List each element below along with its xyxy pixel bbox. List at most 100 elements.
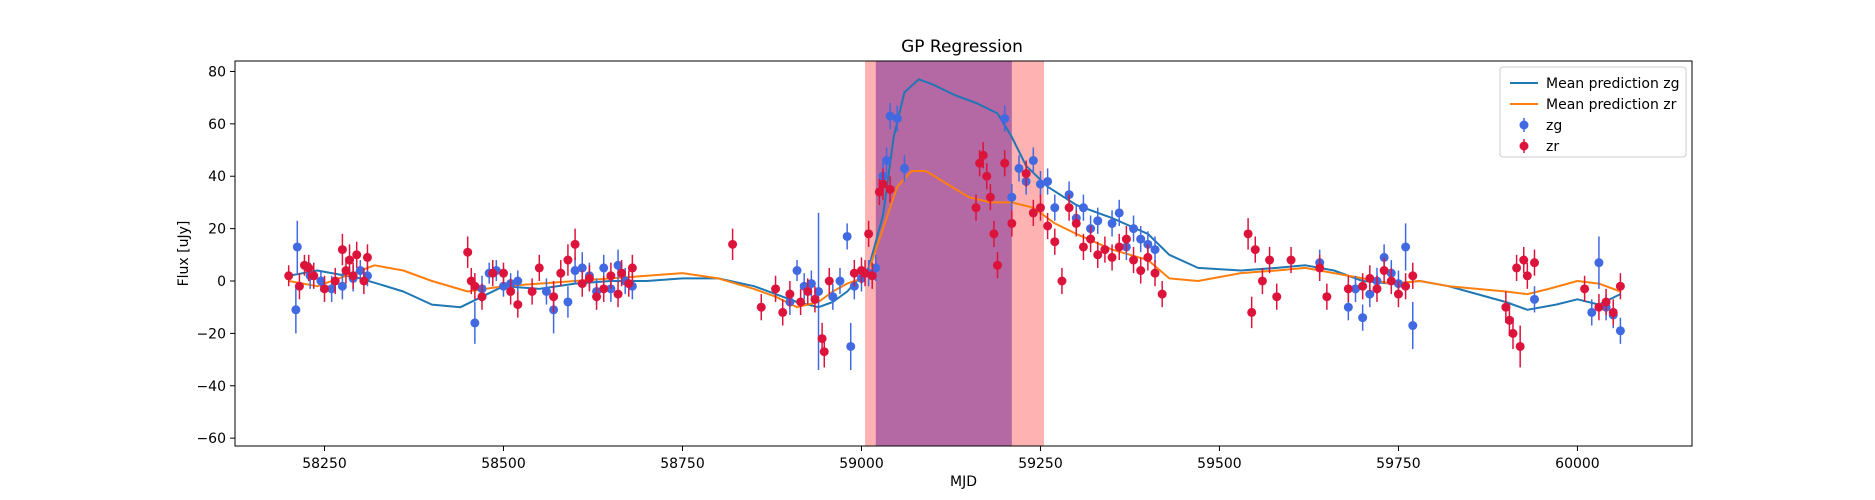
- data-point: [978, 150, 988, 160]
- data-point: [1243, 229, 1253, 239]
- data-point: [627, 263, 637, 273]
- data-point: [1107, 218, 1117, 228]
- data-point: [488, 268, 498, 278]
- data-point: [570, 239, 580, 249]
- data-point: [1594, 302, 1604, 312]
- legend-label: Mean prediction zr: [1546, 97, 1677, 113]
- data-point: [330, 276, 340, 286]
- data-point: [1007, 218, 1017, 228]
- data-point: [584, 273, 594, 283]
- data-point: [337, 281, 347, 291]
- data-point: [341, 266, 351, 276]
- data-point: [1021, 169, 1031, 179]
- x-tick-label: 60000: [1555, 456, 1600, 472]
- data-point: [803, 286, 813, 296]
- series-points: [284, 102, 1625, 371]
- data-point: [1028, 156, 1038, 166]
- data-point: [327, 284, 337, 294]
- data-point: [1000, 114, 1010, 124]
- x-tick-label: 58250: [302, 456, 347, 472]
- y-tick-label: −60: [196, 431, 226, 447]
- x-tick-label: 59500: [1197, 456, 1242, 472]
- data-point: [513, 300, 523, 310]
- data-point: [563, 255, 573, 265]
- data-point: [1350, 284, 1360, 294]
- legend-box: [1499, 66, 1687, 158]
- data-point: [498, 268, 508, 278]
- data-point: [592, 292, 602, 302]
- data-point: [1386, 276, 1396, 286]
- data-point: [1150, 268, 1160, 278]
- legend-label: zr: [1546, 139, 1559, 155]
- data-point: [613, 260, 623, 270]
- data-point: [1035, 179, 1045, 189]
- data-point: [355, 266, 365, 276]
- x-tick-label: 58750: [660, 456, 705, 472]
- data-point: [756, 302, 766, 312]
- data-point: [1358, 313, 1368, 323]
- shaded-regions: [865, 61, 1045, 446]
- data-point: [993, 260, 1003, 270]
- data-point: [606, 271, 616, 281]
- legend: Mean prediction zg Mean prediction zr zg zr: [1499, 66, 1687, 158]
- x-tick-label: 59000: [839, 456, 884, 472]
- data-point: [362, 252, 372, 262]
- data-point: [1343, 302, 1353, 312]
- y-tick-label: 0: [217, 274, 226, 290]
- data-point: [527, 286, 537, 296]
- data-point: [1107, 252, 1117, 262]
- data-point: [1522, 271, 1532, 281]
- data-point: [1014, 163, 1024, 173]
- data-point: [1358, 281, 1368, 291]
- data-point: [563, 297, 573, 307]
- data-point: [806, 279, 816, 289]
- data-point: [1093, 250, 1103, 260]
- data-point: [1136, 266, 1146, 276]
- data-point: [1615, 326, 1625, 336]
- data-point: [1322, 292, 1332, 302]
- data-point: [345, 255, 355, 265]
- data-point: [1401, 281, 1411, 291]
- data-point: [982, 171, 992, 181]
- data-point: [1265, 255, 1275, 265]
- data-point: [860, 268, 870, 278]
- data-point: [1529, 294, 1539, 304]
- data-point: [477, 292, 487, 302]
- x-axis-label: MJD: [950, 474, 977, 490]
- data-point: [899, 163, 909, 173]
- data-point: [819, 347, 829, 357]
- y-tick-label: 80: [208, 64, 226, 80]
- data-point: [1508, 328, 1518, 338]
- data-point: [867, 271, 877, 281]
- y-axis: −60 −40 −20 0 20 40 60 80: [196, 64, 235, 447]
- data-point: [1343, 284, 1353, 294]
- data-point: [599, 284, 609, 294]
- data-point: [1035, 203, 1045, 213]
- data-point: [785, 289, 795, 299]
- data-point: [1515, 341, 1525, 351]
- data-point: [882, 156, 892, 166]
- x-tick-label: 58500: [481, 456, 526, 472]
- data-point: [319, 284, 329, 294]
- data-point: [1064, 203, 1074, 213]
- data-point: [549, 292, 559, 302]
- data-point: [1050, 237, 1060, 247]
- y-tick-label: −40: [196, 379, 226, 395]
- data-point: [1078, 203, 1088, 213]
- data-point: [541, 286, 551, 296]
- data-point: [498, 281, 508, 291]
- data-point: [1100, 245, 1110, 255]
- data-point: [1136, 234, 1146, 244]
- data-point: [878, 179, 888, 189]
- data-point: [534, 263, 544, 273]
- data-point: [291, 305, 301, 315]
- data-point: [1587, 307, 1597, 317]
- data-point: [337, 245, 347, 255]
- data-point: [1529, 258, 1539, 268]
- data-point: [470, 281, 480, 291]
- data-point: [1250, 245, 1260, 255]
- y-tick-label: 40: [208, 169, 226, 185]
- chart-title: GP Regression: [901, 37, 1023, 57]
- data-point: [1286, 255, 1296, 265]
